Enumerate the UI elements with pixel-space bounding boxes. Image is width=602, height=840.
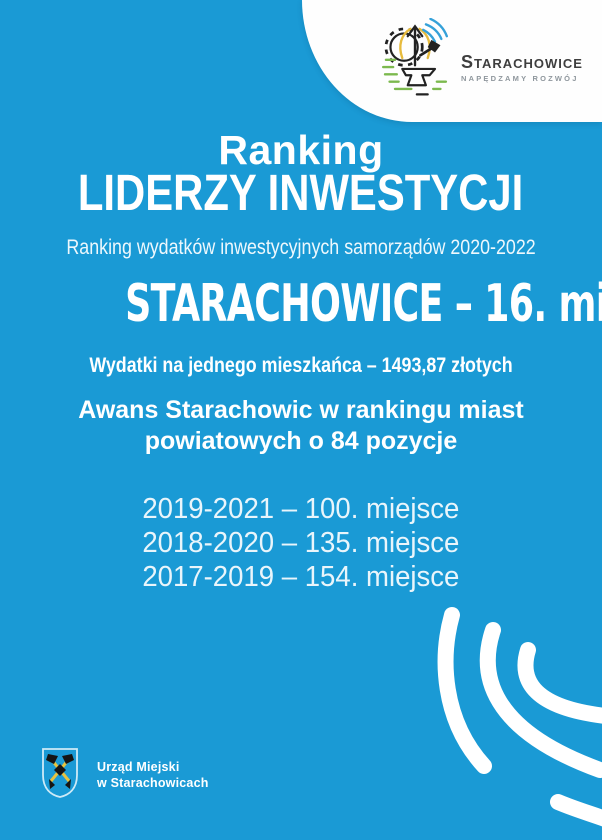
history-2017-2019: 2017-2019 – 154. miejsce: [142, 561, 460, 593]
title-liderzy-text: LIDERZY INWESTYCJI: [78, 164, 524, 221]
history-2018-2020: 2018-2020 – 135. miejsce: [142, 527, 460, 559]
ranking-history: 2019-2021 – 100. miejsce 2018-2020 – 135…: [0, 492, 602, 594]
office-name-line-1: Urząd Miejski: [97, 760, 180, 774]
spending-text: Wydatki na jednego mieszkańca – 1493,87 …: [89, 354, 513, 377]
history-line: 2017-2019 – 154. miejsce: [0, 560, 602, 594]
city-coat-of-arms-icon: [42, 748, 78, 798]
history-line: 2019-2021 – 100. miejsce: [0, 492, 602, 526]
gear-tree-anvil-icon: [382, 18, 448, 96]
header-panel: [302, 0, 602, 122]
headline-place: STARACHOWICE – 16. miejsce: [0, 274, 602, 334]
logo-text: Starachowice NAPĘDZAMY ROZWÓJ: [461, 53, 583, 83]
logo-brand: Starachowice: [461, 52, 583, 72]
headline-text: STARACHOWICE – 16. miejsce: [125, 274, 602, 334]
subtitle: Ranking wydatków inwestycyjnych samorząd…: [0, 236, 602, 260]
logo-tagline: NAPĘDZAMY ROZWÓJ: [461, 74, 579, 83]
office-name-line-2: w Starachowicach: [97, 775, 209, 790]
promotion-line-1: Awans Starachowic w rankingu miast: [78, 396, 524, 424]
title-ranking: Ranking: [218, 127, 384, 173]
title-liderzy-inwestycji: LIDERZY INWESTYCJI: [0, 163, 602, 222]
history-2019-2021: 2019-2021 – 100. miejsce: [142, 493, 460, 525]
signal-waves-decoration: [437, 607, 602, 827]
history-line: 2018-2020 – 135. miejsce: [0, 526, 602, 560]
spending-line: Wydatki na jednego mieszkańca – 1493,87 …: [0, 354, 602, 378]
office-name: Urząd Miejski w Starachowicach: [97, 760, 209, 791]
promotion-lines: Awans Starachowic w rankingu miast powia…: [0, 395, 602, 457]
promotion-line-2: powiatowych o 84 pozycje: [144, 427, 458, 455]
starachowice-logo: Starachowice NAPĘDZAMY ROZWÓJ: [378, 18, 583, 98]
subtitle-text: Ranking wydatków inwestycyjnych samorząd…: [66, 236, 536, 259]
